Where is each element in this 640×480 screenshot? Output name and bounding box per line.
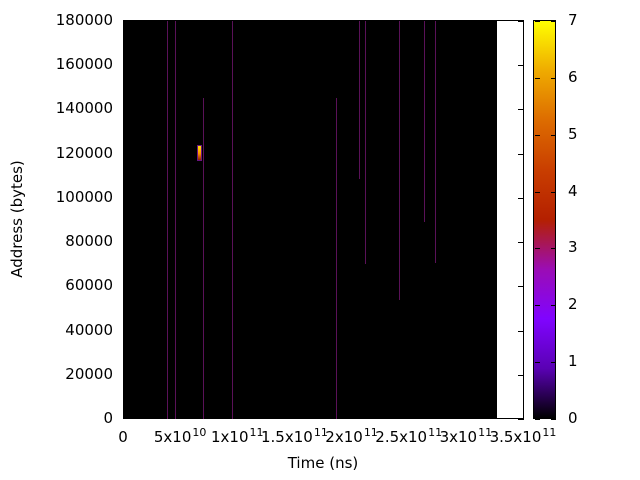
event-line: [365, 21, 366, 264]
y-tick-mark: [518, 331, 524, 332]
y-tick-label: 100000: [55, 187, 113, 206]
colorbar-tick-mark: [551, 248, 556, 249]
y-tick-mark: [518, 154, 524, 155]
colorbar-tick-mark: [551, 362, 556, 363]
y-tick-label: 160000: [55, 55, 113, 74]
colorbar-tick-label: 0: [568, 409, 578, 427]
colorbar-tick-mark: [535, 362, 540, 363]
event-line: [203, 98, 204, 419]
y-tick-mark: [518, 242, 524, 243]
hotspot-marker: [197, 145, 202, 161]
colorbar-tick-label: 4: [568, 181, 578, 200]
colorbar-tick-mark: [535, 248, 540, 249]
y-axis-title: Address (bytes): [8, 160, 26, 278]
event-line: [399, 21, 400, 300]
event-line: [232, 21, 233, 419]
colorbar-tick-mark: [551, 419, 556, 420]
x-tick-label: 2x1011: [325, 426, 378, 446]
colorbar-tick-mark: [535, 305, 540, 306]
y-tick-mark: [518, 65, 524, 66]
colorbar-tick-mark: [551, 135, 556, 136]
colorbar: [533, 20, 556, 420]
y-tick-mark: [518, 198, 524, 199]
y-tick-label: 120000: [55, 143, 113, 162]
y-tick-label: 60000: [65, 276, 113, 295]
x-tick-label: 3x1011: [439, 426, 493, 446]
x-tick-label: 2.5x1011: [375, 426, 443, 446]
colorbar-tick-mark: [551, 21, 556, 22]
x-tick-label: 1.5x1011: [261, 426, 328, 446]
y-tick-label: 180000: [55, 11, 113, 29]
y-tick-label: 80000: [65, 232, 113, 251]
y-tick-mark: [518, 375, 524, 376]
colorbar-tick-label: 1: [568, 352, 578, 371]
colorbar-tick-mark: [535, 78, 540, 79]
y-tick-label: 0: [103, 409, 113, 427]
event-line: [435, 21, 436, 263]
event-line: [359, 21, 360, 179]
x-tick-label: 5x1010: [153, 426, 207, 446]
colorbar-tick-mark: [551, 78, 556, 79]
heatmap-data-region: [124, 21, 497, 418]
y-tick-label: 140000: [55, 99, 113, 118]
event-line: [424, 21, 425, 222]
x-tick-label: 3.5x1011: [489, 426, 557, 446]
x-axis-title: Time (ns): [287, 454, 359, 472]
event-line: [336, 98, 337, 419]
y-tick-mark: [518, 286, 524, 287]
y-tick-mark: [518, 21, 524, 22]
event-line: [167, 21, 168, 419]
event-line: [175, 21, 176, 419]
x-tick-label: 0: [118, 428, 128, 446]
colorbar-tick-mark: [535, 21, 540, 22]
colorbar-tick-label: 3: [568, 238, 578, 257]
x-tick-label: 1x1011: [211, 426, 264, 446]
colorbar-tick-mark: [535, 135, 540, 136]
colorbar-tick-mark: [535, 192, 540, 193]
colorbar-tick-label: 7: [568, 11, 578, 29]
colorbar-tick-label: 5: [568, 124, 578, 143]
colorbar-tick-label: 2: [568, 295, 578, 314]
colorbar-tick-mark: [535, 419, 540, 420]
plot-area: [123, 20, 524, 420]
y-tick-label: 40000: [65, 320, 113, 339]
colorbar-tick-label: 6: [568, 67, 578, 86]
y-tick-mark: [518, 419, 524, 420]
y-tick-mark: [518, 109, 524, 110]
y-tick-label: 20000: [65, 364, 113, 383]
colorbar-tick-mark: [551, 305, 556, 306]
colorbar-tick-mark: [551, 192, 556, 193]
